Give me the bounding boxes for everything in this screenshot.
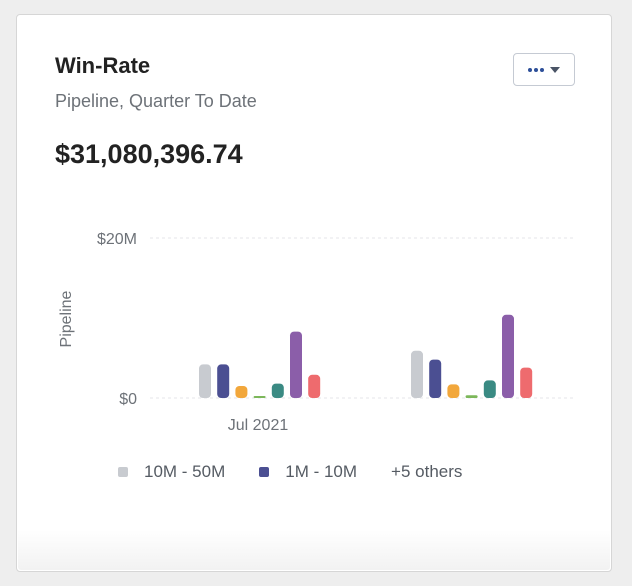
- legend-item-1m-10m[interactable]: 1M - 10M: [259, 462, 357, 482]
- card-title: Win-Rate: [55, 53, 151, 78]
- legend-more-link[interactable]: +5 others: [391, 462, 462, 482]
- bar-group2-series6[interactable]: [502, 314, 514, 398]
- bar-group1-series5[interactable]: [271, 383, 284, 398]
- bar-group2-series3[interactable]: [447, 384, 460, 398]
- legend-label: 10M - 50M: [144, 462, 226, 481]
- legend-item-10m-50m[interactable]: 10M - 50M: [118, 462, 225, 482]
- bar-group2-series5[interactable]: [483, 380, 496, 398]
- total-amount: $31,080,396.74: [55, 139, 243, 169]
- chart-legend: 10M - 50M 1M - 10M +5 others: [118, 462, 496, 482]
- legend-swatch: [259, 467, 270, 477]
- y-tick-top: $20M: [97, 231, 137, 248]
- caret-down-icon: [550, 66, 560, 73]
- bar-group2-series7[interactable]: [520, 367, 533, 398]
- bar-group2-series2[interactable]: [429, 359, 442, 398]
- legend-swatch: [118, 467, 128, 477]
- y-tick-zero: $0: [119, 391, 137, 408]
- bar-group2-series4[interactable]: [465, 395, 478, 398]
- legend-label: 1M - 10M: [285, 462, 358, 481]
- card-menu-button[interactable]: [513, 53, 575, 86]
- y-axis-label: Pipeline: [58, 290, 75, 347]
- ellipsis-icon: [528, 67, 544, 72]
- bar-series: [199, 314, 533, 398]
- win-rate-card: Win-Rate Pipeline, Quarter To Date $31,0…: [16, 14, 612, 572]
- bar-group2-series1[interactable]: [411, 350, 423, 398]
- legend-more-label: +5 others: [391, 462, 463, 481]
- bar-group1-series7[interactable]: [308, 374, 321, 398]
- bar-group1-series6[interactable]: [290, 331, 302, 398]
- bar-group1-series4[interactable]: [253, 396, 266, 398]
- card-footer: [18, 530, 610, 570]
- bar-group1-series1[interactable]: [199, 364, 211, 398]
- x-tick-label: Jul 2021: [228, 417, 289, 434]
- bar-group1-series2[interactable]: [217, 364, 230, 398]
- bar-group1-series3[interactable]: [235, 386, 248, 398]
- card-subtitle: Pipeline, Quarter To Date: [55, 91, 257, 111]
